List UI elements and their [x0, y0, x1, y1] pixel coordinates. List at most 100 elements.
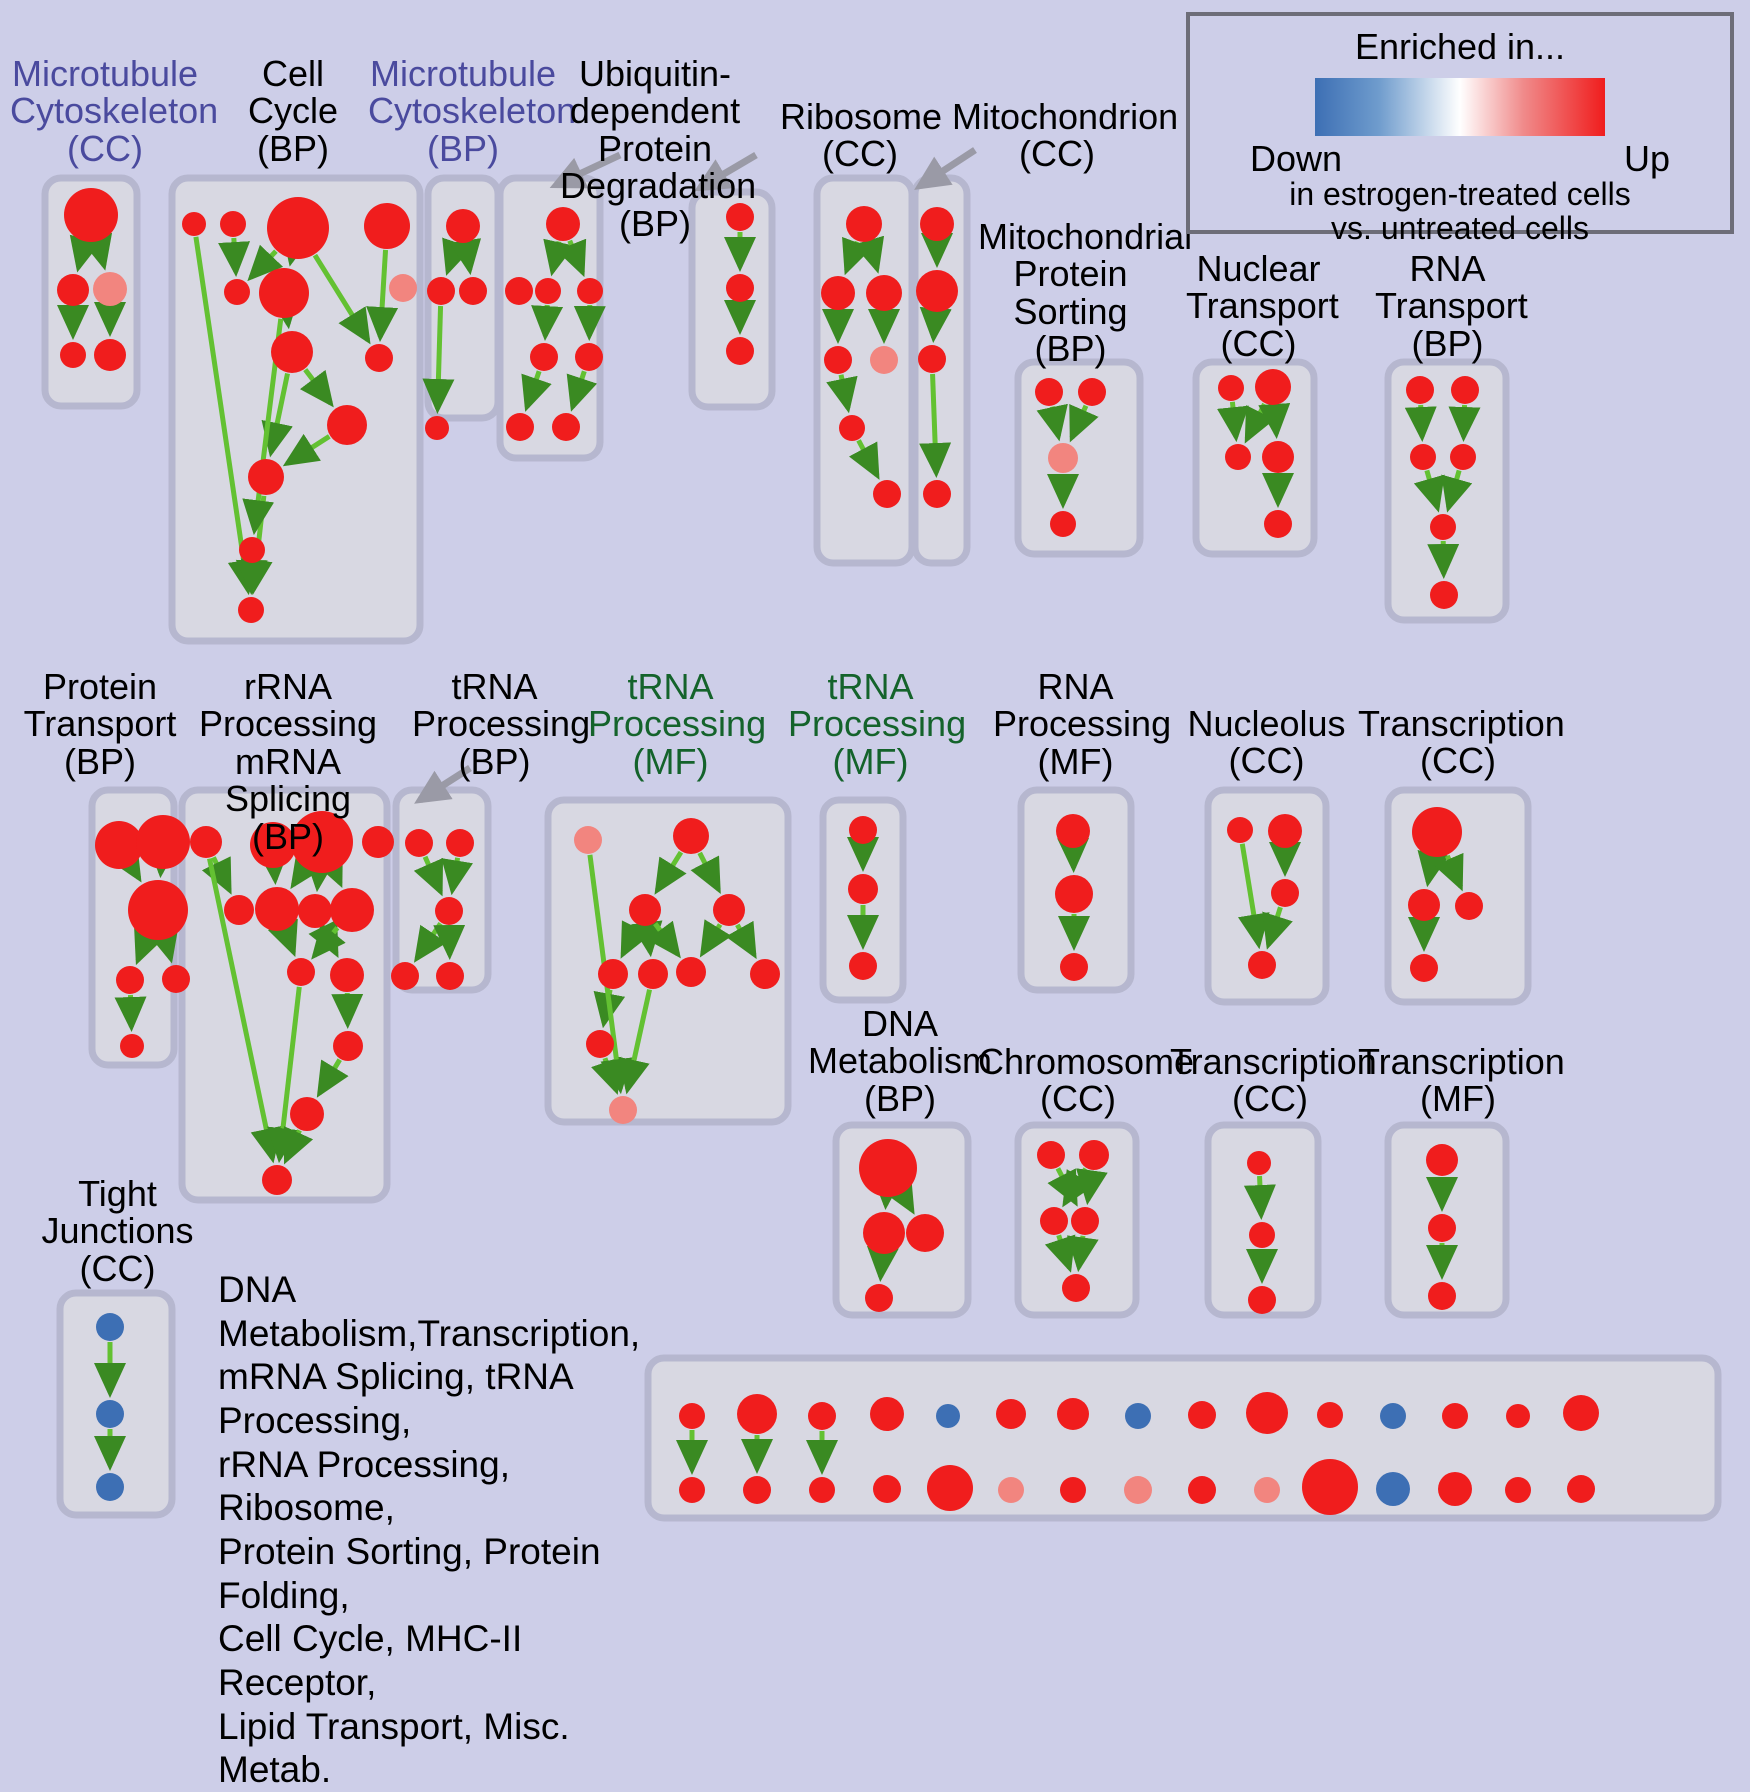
- network-node[interactable]: [1438, 1472, 1472, 1506]
- network-node[interactable]: [809, 1477, 835, 1503]
- network-node[interactable]: [425, 416, 449, 440]
- network-node[interactable]: [1455, 892, 1483, 920]
- network-node[interactable]: [1079, 1140, 1109, 1170]
- network-node[interactable]: [1071, 1207, 1099, 1235]
- network-node[interactable]: [1430, 581, 1458, 609]
- network-node[interactable]: [906, 1214, 944, 1252]
- network-node[interactable]: [298, 894, 332, 928]
- network-node[interactable]: [1428, 1214, 1456, 1242]
- network-node[interactable]: [936, 1404, 960, 1428]
- network-node[interactable]: [248, 459, 284, 495]
- network-node[interactable]: [1412, 807, 1462, 857]
- network-node[interactable]: [1255, 369, 1291, 405]
- network-node[interactable]: [1563, 1395, 1599, 1431]
- network-node[interactable]: [330, 888, 374, 932]
- network-node[interactable]: [427, 277, 455, 305]
- network-node[interactable]: [1567, 1475, 1595, 1503]
- network-node[interactable]: [64, 188, 118, 242]
- network-node[interactable]: [116, 966, 144, 994]
- network-node[interactable]: [535, 278, 561, 304]
- network-node[interactable]: [220, 211, 246, 237]
- network-node[interactable]: [824, 346, 852, 374]
- network-node[interactable]: [865, 1284, 893, 1312]
- network-node[interactable]: [224, 895, 254, 925]
- network-node[interactable]: [846, 206, 882, 242]
- network-node[interactable]: [459, 277, 487, 305]
- network-node[interactable]: [1271, 879, 1299, 907]
- network-node[interactable]: [182, 212, 206, 236]
- network-node[interactable]: [873, 1475, 901, 1503]
- network-node[interactable]: [255, 887, 299, 931]
- network-node[interactable]: [1505, 1477, 1531, 1503]
- network-node[interactable]: [120, 1034, 144, 1058]
- network-node[interactable]: [389, 274, 417, 302]
- network-node[interactable]: [290, 1097, 324, 1131]
- network-node[interactable]: [1248, 951, 1276, 979]
- network-node[interactable]: [57, 274, 89, 306]
- network-node[interactable]: [849, 816, 877, 844]
- network-node[interactable]: [808, 1402, 836, 1430]
- network-node[interactable]: [446, 829, 474, 857]
- network-node[interactable]: [93, 272, 127, 306]
- network-node[interactable]: [552, 413, 580, 441]
- network-node[interactable]: [1078, 378, 1106, 406]
- network-node[interactable]: [1302, 1459, 1358, 1515]
- network-node[interactable]: [1450, 444, 1476, 470]
- network-node[interactable]: [1225, 444, 1251, 470]
- network-node[interactable]: [1408, 889, 1440, 921]
- network-node[interactable]: [530, 343, 558, 371]
- network-node[interactable]: [365, 344, 393, 372]
- network-node[interactable]: [1380, 1403, 1406, 1429]
- network-node[interactable]: [863, 1212, 905, 1254]
- network-node[interactable]: [574, 826, 602, 854]
- network-node[interactable]: [1246, 1392, 1288, 1434]
- network-node[interactable]: [238, 597, 264, 623]
- network-node[interactable]: [737, 1394, 777, 1434]
- network-node[interactable]: [1227, 817, 1253, 843]
- network-node[interactable]: [1125, 1403, 1151, 1429]
- network-node[interactable]: [998, 1477, 1024, 1503]
- network-node[interactable]: [1188, 1401, 1216, 1429]
- network-node[interactable]: [1247, 1151, 1271, 1175]
- network-node[interactable]: [866, 275, 902, 311]
- network-node[interactable]: [330, 958, 364, 992]
- network-node[interactable]: [1264, 510, 1292, 538]
- network-node[interactable]: [750, 959, 780, 989]
- network-node[interactable]: [224, 279, 250, 305]
- network-node[interactable]: [436, 962, 464, 990]
- network-node[interactable]: [848, 874, 878, 904]
- network-node[interactable]: [1037, 1141, 1065, 1169]
- network-node[interactable]: [609, 1096, 637, 1124]
- network-node[interactable]: [1048, 443, 1078, 473]
- network-node[interactable]: [506, 413, 534, 441]
- network-node[interactable]: [821, 276, 855, 310]
- network-node[interactable]: [1317, 1402, 1343, 1428]
- network-node[interactable]: [60, 342, 86, 368]
- network-node[interactable]: [364, 203, 410, 249]
- network-node[interactable]: [1188, 1476, 1216, 1504]
- network-node[interactable]: [1442, 1403, 1468, 1429]
- network-node[interactable]: [1040, 1207, 1068, 1235]
- network-node[interactable]: [920, 207, 954, 241]
- network-node[interactable]: [267, 197, 329, 259]
- network-node[interactable]: [391, 962, 419, 990]
- network-node[interactable]: [1056, 814, 1090, 848]
- network-node[interactable]: [1035, 378, 1063, 406]
- network-node[interactable]: [743, 1476, 771, 1504]
- network-node[interactable]: [95, 821, 143, 869]
- network-node[interactable]: [1060, 953, 1088, 981]
- network-node[interactable]: [726, 274, 754, 302]
- network-node[interactable]: [1248, 1286, 1276, 1314]
- network-node[interactable]: [1249, 1222, 1275, 1248]
- network-node[interactable]: [96, 1473, 124, 1501]
- network-node[interactable]: [1262, 441, 1294, 473]
- network-node[interactable]: [598, 959, 628, 989]
- network-node[interactable]: [839, 415, 865, 441]
- network-node[interactable]: [586, 1030, 614, 1058]
- network-node[interactable]: [327, 405, 367, 445]
- network-node[interactable]: [1218, 375, 1244, 401]
- network-node[interactable]: [1451, 376, 1479, 404]
- network-node[interactable]: [638, 959, 668, 989]
- network-node[interactable]: [505, 277, 533, 305]
- network-node[interactable]: [96, 1313, 124, 1341]
